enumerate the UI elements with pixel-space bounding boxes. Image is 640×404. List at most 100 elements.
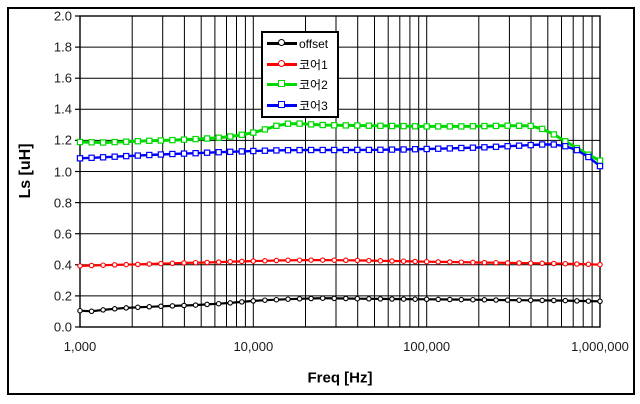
marker-코어1 (331, 257, 337, 263)
marker-코어1 (77, 263, 83, 269)
marker-코어2 (354, 122, 361, 129)
marker-코어1 (169, 260, 176, 267)
marker-코어1 (539, 260, 545, 267)
marker-코어1 (527, 260, 534, 266)
marker-코어3 (284, 147, 292, 154)
marker-offset (169, 303, 176, 309)
marker-offset (447, 296, 453, 303)
marker-코어3 (538, 141, 546, 148)
marker-코어2 (411, 123, 419, 130)
marker-offset (527, 297, 534, 304)
marker-코어1 (551, 260, 557, 267)
marker-코어3 (527, 141, 534, 149)
marker-코어2 (111, 138, 118, 146)
series-line-offset (78, 297, 602, 313)
marker-코어1 (423, 258, 430, 265)
marker-코어1 (296, 257, 303, 263)
legend-item-offset: offset (267, 34, 337, 53)
marker-offset (354, 295, 361, 302)
legend-item-코어3: 코어3 (267, 96, 337, 115)
marker-코어1 (493, 259, 499, 266)
x-tick-label: 1,000 (63, 339, 97, 354)
marker-코어2 (400, 122, 407, 130)
marker-offset (597, 298, 603, 305)
x-tick-label: 10,000 (233, 339, 274, 354)
marker-코어2 (423, 123, 430, 130)
marker-코어1 (308, 257, 314, 263)
x-tick-label: 100,000 (403, 339, 451, 354)
marker-코어1 (273, 257, 280, 264)
marker-코어3 (342, 146, 350, 154)
marker-코어1 (354, 257, 361, 264)
marker-offset (493, 297, 499, 303)
marker-코어2 (365, 122, 373, 129)
marker-코어2 (284, 120, 292, 127)
y-tick-label: 0.2 (53, 288, 72, 304)
marker-코어3 (515, 142, 523, 149)
marker-코어3 (504, 143, 511, 150)
marker-코어1 (412, 258, 418, 265)
marker-코어3 (180, 150, 188, 157)
marker-offset (88, 308, 95, 315)
marker-코어2 (307, 121, 315, 128)
marker-코어2 (538, 125, 546, 133)
marker-코어3 (400, 146, 407, 153)
marker-코어2 (134, 138, 141, 145)
marker-코어1 (135, 261, 141, 268)
marker-코어1 (574, 261, 580, 267)
marker-코어2 (146, 137, 153, 144)
marker-코어2 (76, 138, 84, 146)
y-tick-label: 1.8 (53, 39, 72, 55)
marker-코어1 (435, 259, 441, 265)
marker-코어2 (227, 133, 234, 140)
marker-offset (273, 296, 280, 303)
marker-코어1 (481, 259, 488, 266)
marker-코어3 (331, 146, 338, 154)
marker-코어3 (573, 146, 581, 154)
marker-코어1 (192, 259, 199, 266)
y-tick-label: 0.6 (53, 226, 72, 242)
marker-offset (516, 297, 522, 303)
marker-코어3 (365, 146, 373, 154)
marker-offset (319, 295, 326, 301)
marker-코어3 (88, 154, 95, 161)
marker-offset (331, 295, 337, 302)
marker-코어1 (562, 260, 569, 267)
marker-offset (181, 302, 187, 309)
marker-offset (574, 298, 580, 304)
marker-offset (481, 297, 488, 303)
marker-코어2 (192, 135, 199, 143)
marker-코어3 (250, 147, 257, 155)
marker-offset (215, 300, 222, 307)
marker-offset (123, 305, 129, 311)
y-tick-label: 1.2 (53, 132, 72, 148)
legend-square-marker-icon (267, 100, 297, 110)
legend-circle-marker-icon (267, 39, 297, 48)
y-tick-label: 1.0 (53, 164, 72, 179)
marker-코어3 (423, 145, 430, 153)
marker-코어1 (597, 261, 603, 268)
legend-circle-marker-icon (267, 59, 297, 69)
marker-코어1 (585, 261, 592, 268)
marker-코어3 (215, 149, 222, 156)
marker-코어2 (458, 123, 465, 130)
x-tick-label: 1,000,000 (571, 339, 629, 354)
marker-offset (435, 296, 441, 303)
marker-코어2 (527, 122, 534, 130)
marker-offset (458, 296, 465, 303)
marker-코어2 (319, 121, 326, 129)
marker-offset (192, 302, 199, 308)
legend-item-코어1: 코어1 (267, 55, 337, 74)
marker-코어2 (157, 137, 165, 144)
marker-코어1 (319, 257, 326, 263)
legend-label: 코어2 (299, 78, 328, 93)
marker-코어1 (470, 259, 476, 266)
marker-코어1 (204, 259, 210, 266)
series-line-코어1 (78, 259, 602, 267)
marker-offset (227, 300, 233, 306)
marker-코어3 (238, 148, 245, 155)
marker-코어2 (331, 122, 338, 129)
marker-코어1 (88, 262, 95, 269)
y-tick-label: 0.0 (53, 319, 72, 335)
marker-코어3 (388, 146, 396, 153)
